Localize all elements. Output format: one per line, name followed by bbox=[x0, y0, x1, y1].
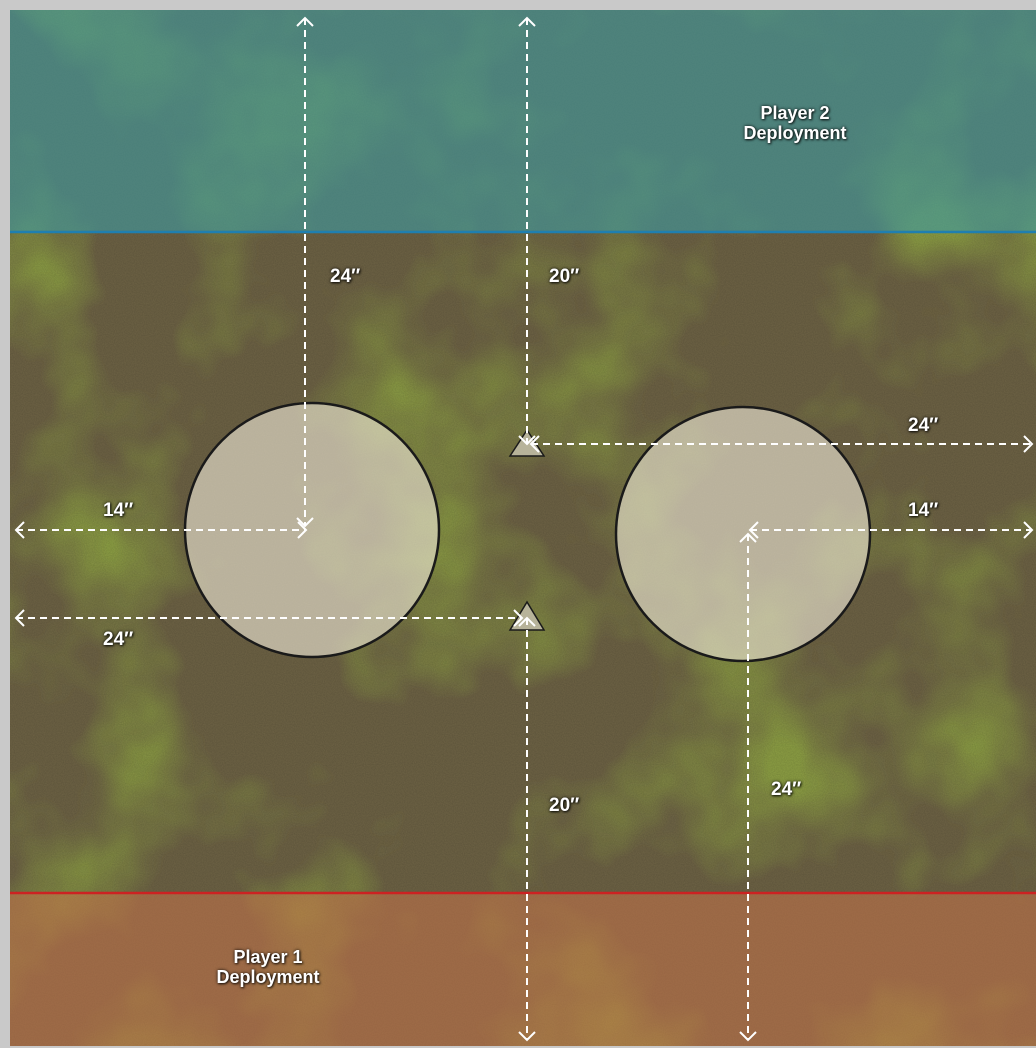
arrowhead bbox=[297, 521, 308, 539]
measurement-lines bbox=[16, 18, 1032, 1040]
measurement-arrowheads bbox=[14, 16, 1034, 1042]
player2-deployment-zone bbox=[10, 10, 1036, 232]
objective-circle-right bbox=[614, 405, 872, 663]
arrowhead bbox=[748, 521, 759, 539]
player2-deployment-label: Player 2 Deployment bbox=[700, 103, 890, 143]
game-board: Player 2 Deployment Player 1 Deployment … bbox=[10, 10, 1036, 1046]
arrowhead bbox=[518, 1031, 536, 1042]
arrowhead bbox=[14, 609, 25, 627]
measure-label-24-bottom-right: 24″ bbox=[771, 779, 802, 800]
measure-label-14-right: 14″ bbox=[908, 500, 939, 521]
player1-deployment-label: Player 1 Deployment bbox=[173, 947, 363, 987]
arrowhead bbox=[513, 609, 524, 627]
player2-label-line1: Player 2 bbox=[760, 103, 830, 123]
arrowhead bbox=[296, 16, 314, 27]
player2-label-line2: Deployment bbox=[743, 123, 847, 143]
arrowhead bbox=[518, 616, 536, 627]
measure-label-14-left: 14″ bbox=[103, 500, 134, 521]
measure-label-24-right-upper: 24″ bbox=[908, 415, 939, 436]
arrowhead bbox=[739, 1031, 757, 1042]
board-map bbox=[10, 10, 1036, 1046]
arrowhead bbox=[518, 16, 536, 27]
measure-label-24-top-left: 24″ bbox=[330, 266, 361, 287]
arrowhead bbox=[296, 517, 314, 528]
arrowhead bbox=[529, 435, 540, 453]
measure-label-20-bottom-center: 20″ bbox=[549, 795, 580, 816]
arrowhead bbox=[1023, 521, 1034, 539]
player1-label-line1: Player 1 bbox=[233, 947, 303, 967]
measure-label-20-top-center: 20″ bbox=[549, 266, 580, 287]
arrowhead bbox=[14, 521, 25, 539]
arrowhead bbox=[1023, 435, 1034, 453]
measure-label-24-left-lower: 24″ bbox=[103, 629, 134, 650]
player1-label-line2: Deployment bbox=[216, 967, 320, 987]
player1-deployment-zone bbox=[10, 893, 1036, 1046]
arrowhead bbox=[739, 532, 757, 543]
arrowhead bbox=[518, 435, 536, 446]
